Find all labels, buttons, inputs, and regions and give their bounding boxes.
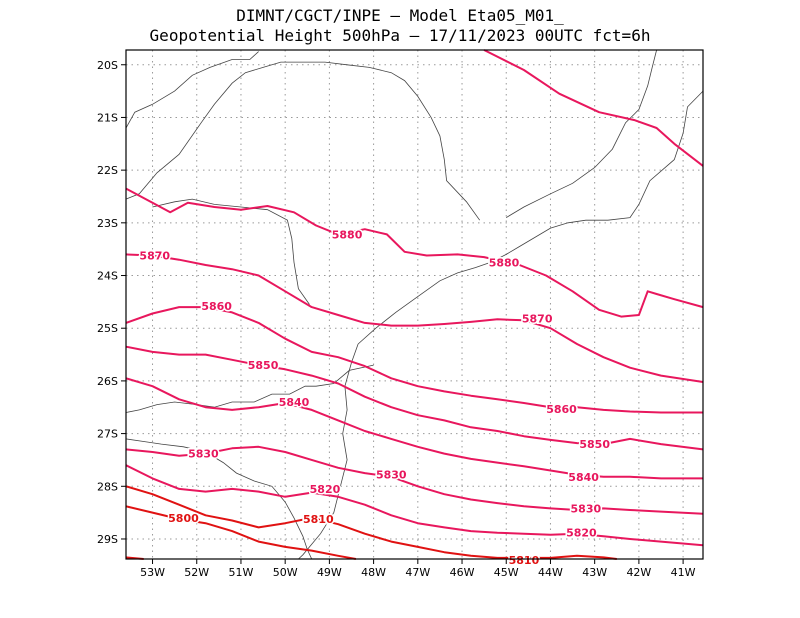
- contour-line-5810: [125, 485, 617, 560]
- y-tick-label: 27S: [97, 428, 118, 441]
- contour-label-5870: 5870: [139, 249, 170, 262]
- x-tick-label: 49W: [317, 566, 342, 579]
- x-tick-label: 46W: [450, 566, 475, 579]
- contour-label-5830: 5830: [376, 469, 407, 482]
- contour-line-5830: [125, 445, 704, 515]
- x-tick-label: 42W: [626, 566, 651, 579]
- coastline-segment: [125, 51, 259, 129]
- contour-label-5810: 5810: [303, 513, 334, 526]
- y-tick-label: 21S: [97, 111, 118, 124]
- contour-label-5850: 5850: [248, 359, 279, 372]
- coastline-segment: [125, 61, 481, 221]
- contour-label-5860: 5860: [546, 403, 577, 416]
- contour-label-5870: 5870: [522, 313, 553, 326]
- contour-label-5820: 5820: [566, 527, 597, 540]
- contour-label-5880: 5880: [332, 228, 363, 241]
- x-tick-label: 52W: [184, 566, 209, 579]
- contour-label-5840: 5840: [568, 471, 599, 484]
- contour-label-5860: 5860: [201, 300, 232, 313]
- contour-label-5810: 5810: [509, 554, 540, 567]
- y-tick-label: 29S: [97, 533, 118, 546]
- x-tick-label: 47W: [405, 566, 430, 579]
- y-tick-label: 22S: [97, 164, 118, 177]
- contour-line-5850: [125, 345, 704, 451]
- y-tick-label: 28S: [97, 480, 118, 493]
- y-tick-label: 23S: [97, 217, 118, 230]
- contour-line-5800: [125, 505, 357, 560]
- contour-line-5870: [125, 253, 704, 383]
- coastline-segment: [357, 90, 704, 345]
- x-tick-label: 51W: [229, 566, 254, 579]
- contour-layer: [125, 49, 704, 560]
- x-axis: 53W 52W 51W 50W 49W 48W 47W 46W 45W 44W 43W 42W 41W: [140, 559, 696, 579]
- coastline-segment: [505, 49, 657, 218]
- coastline-segment: [298, 343, 359, 560]
- coastline-layer: [125, 49, 704, 560]
- x-tick-label: 48W: [361, 566, 386, 579]
- plot-frame: [125, 49, 704, 560]
- y-tick-label: 20S: [97, 59, 118, 72]
- x-tick-label: 50W: [273, 566, 298, 579]
- x-tick-label: 45W: [494, 566, 519, 579]
- contour-label-5820: 5820: [310, 483, 341, 496]
- y-tick-label: 24S: [97, 270, 118, 283]
- contour-label-layer: 5880 5880 5870 5870 5860 5860 5850 5850 5840 5840…: [138, 227, 612, 569]
- x-tick-label: 41W: [671, 566, 696, 579]
- y-axis: 20S 21S 22S 23S 24S 25S 26S 27S 28S 29S: [97, 59, 126, 546]
- contour-label-5830: 5830: [571, 502, 602, 515]
- contour-line-5820: [125, 464, 704, 547]
- x-tick-label: 53W: [140, 566, 165, 579]
- lat-lon-grid: [126, 50, 703, 559]
- chart-title-line-2: Geopotential Height 500hPa – 17/11/2023 …: [149, 26, 651, 45]
- contour-line-5890: [483, 49, 704, 167]
- contour-label-5880: 5880: [489, 256, 520, 269]
- contour-label-5800: 5800: [168, 512, 199, 525]
- contour-line-5840: [125, 377, 703, 480]
- chart-title-line-1: DIMNT/CGCT/INPE – Model Eta05_M01_: [236, 6, 564, 25]
- y-tick-label: 26S: [97, 375, 118, 388]
- y-tick-label: 25S: [97, 322, 118, 335]
- contour-label-5840: 5840: [279, 396, 310, 409]
- contour-label-5850: 5850: [579, 438, 610, 451]
- coastline-segment: [125, 438, 313, 560]
- contour-line-5860: [125, 306, 703, 414]
- coastline-segment: [152, 198, 310, 305]
- x-tick-label: 43W: [582, 566, 607, 579]
- x-tick-label: 44W: [538, 566, 563, 579]
- contour-label-5830: 5830: [188, 448, 219, 461]
- coastline-segment: [125, 364, 374, 413]
- contour-line-5880: [125, 187, 704, 318]
